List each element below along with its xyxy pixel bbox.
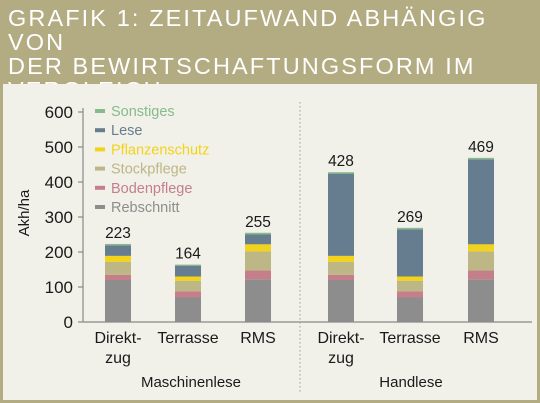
legend-swatch-stockpflege (95, 166, 105, 171)
legend-label-stockpflege: Stockpflege (111, 162, 187, 178)
bar-segment-rebschnitt (397, 297, 423, 322)
y-tick-label: 300 (45, 208, 73, 227)
bar-segment-pflanzenschutz (105, 255, 131, 262)
category-label: Terrasse (157, 330, 218, 347)
legend-label-rebschnitt: Rebschnitt (111, 200, 180, 216)
category-label: Direkt- (317, 330, 364, 347)
bar-segment-bodenpflege (397, 291, 423, 298)
legend-label-bodenpflege: Bodenpflege (111, 181, 192, 197)
bar-segment-rebschnitt (245, 279, 271, 322)
plot-area: 0 100 200 300 400 500 600 Akh/ha 223 164 255 428 269… (0, 84, 540, 403)
category-label: RMS (240, 330, 276, 347)
bar-segment-pflanzenschutz (468, 244, 494, 252)
legend-label-lese: Lese (111, 123, 142, 139)
bar-total-label: 469 (468, 139, 494, 156)
legend-label-pflanzenschutz: Pflanzenschutz (111, 142, 209, 158)
bar-segment-lese (468, 159, 494, 245)
bar-segment-pflanzenschutz (397, 276, 423, 281)
legend-swatch-bodenpflege (95, 185, 105, 190)
bar-segment-rebschnitt (105, 280, 131, 322)
bar-segment-sonstiges (175, 264, 201, 266)
category-label: RMS (463, 330, 499, 347)
bar-segment-bodenpflege (175, 291, 201, 298)
bar-segment-sonstiges (105, 243, 131, 246)
y-tick-label: 0 (64, 313, 73, 332)
y-tick-label: 600 (45, 103, 73, 122)
chart-title-line2: DER BEWIRTSCHAFTUNGSFORM IM (8, 53, 476, 79)
legend-label-sonstiges: Sonstiges (111, 104, 175, 120)
category-label: Direkt- (94, 330, 141, 347)
bar-segment-rebschnitt (328, 280, 354, 322)
bar-segment-lese (105, 245, 131, 256)
stacked-bar-chart: 0 100 200 300 400 500 600 Akh/ha 223 164 255 428 269… (16, 102, 532, 392)
bar-segment-pflanzenschutz (245, 244, 271, 252)
bar-segment-stockpflege (175, 280, 201, 292)
bar-segment-sonstiges (245, 232, 271, 235)
chart-title-line1: GRAFIK 1: ZEITAUFWAND ABHÄNGIG VON (8, 5, 488, 55)
bar-segment-stockpflege (397, 280, 423, 292)
bar-segment-bodenpflege (245, 270, 271, 280)
bar-segment-sonstiges (328, 172, 354, 174)
bar-total-label: 269 (397, 209, 423, 226)
legend-swatch-sonstiges (95, 109, 105, 113)
bar-segment-lese (328, 173, 354, 256)
y-axis-label: Akh/ha (16, 189, 33, 236)
bar-segment-stockpflege (328, 261, 354, 275)
bar-segment-bodenpflege (328, 274, 354, 280)
group-label: Handlese (379, 374, 442, 391)
bar-segment-lese (397, 229, 423, 277)
bar-segment-sonstiges (468, 157, 494, 160)
bar-total-label: 255 (245, 214, 271, 231)
bar-segment-lese (245, 234, 271, 245)
bar-segment-rebschnitt (468, 279, 494, 322)
bar-segment-stockpflege (105, 261, 131, 275)
bar-segment-stockpflege (468, 251, 494, 271)
legend-swatch-lese (95, 128, 105, 133)
legend-swatch-pflanzenschutz (95, 147, 105, 152)
category-label: Terrasse (379, 330, 440, 347)
bar-total-label: 164 (175, 246, 201, 263)
bar-segment-pflanzenschutz (328, 255, 354, 262)
y-tick-label: 400 (45, 173, 73, 192)
bar-segment-bodenpflege (468, 270, 494, 280)
category-label: zug (328, 350, 354, 367)
bar-segment-pflanzenschutz (175, 276, 201, 281)
chart-title: GRAFIK 1: ZEITAUFWAND ABHÄNGIG VON DER B… (8, 6, 533, 102)
bar-segment-sonstiges (397, 227, 423, 230)
y-tick-label: 500 (45, 138, 73, 157)
category-label: zug (105, 350, 131, 367)
bar-segment-bodenpflege (105, 274, 131, 280)
y-tick-label: 100 (45, 278, 73, 297)
bar-segment-lese (175, 265, 201, 277)
group-label: Maschinenlese (141, 374, 241, 391)
legend-swatch-rebschnitt (95, 205, 105, 209)
chart-header: GRAFIK 1: ZEITAUFWAND ABHÄNGIG VON DER B… (0, 0, 540, 102)
y-tick-label: 200 (45, 243, 73, 262)
bar-segment-rebschnitt (175, 297, 201, 322)
bar-total-label: 428 (328, 153, 354, 170)
bar-total-label: 223 (105, 225, 131, 242)
bar-segment-stockpflege (245, 251, 271, 271)
